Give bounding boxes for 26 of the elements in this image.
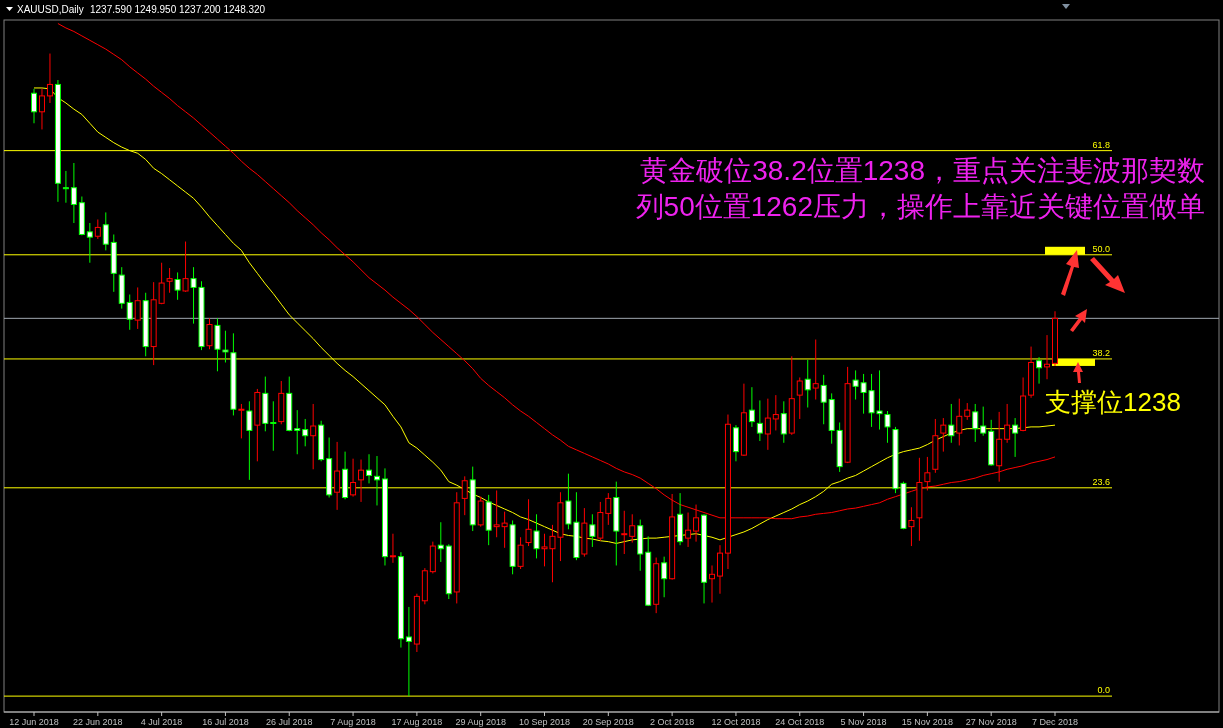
x-tick-label: 4 Jul 2018 [140,717,183,727]
x-tick-label: 10 Sep 2018 [518,717,571,727]
x-tick-label: 17 Aug 2018 [391,717,443,727]
x-tick-label: 22 Jun 2018 [73,717,123,727]
x-tick-label: 7 Dec 2018 [1031,717,1079,727]
y-tick-label: 23.6 [1092,476,1110,487]
x-tick-label: 24 Oct 2018 [775,717,825,727]
annotation: 黄金破位38.2位置1238，重点关注斐波那契数列50位置1262压力，操作上靠近关键位置做单 [635,155,1205,222]
x-tick-label: 26 Jul 2018 [265,717,313,727]
y-tick-label: 38.2 [1092,347,1110,358]
annotation: 支撑位1238 [1045,386,1181,417]
y-tick-label: 50.0 [1092,243,1110,254]
x-tick-label: 12 Oct 2018 [711,717,761,727]
x-tick-label: 2 Oct 2018 [650,717,695,727]
x-tick-label: 12 Jun 2018 [9,717,59,727]
x-tick-label: 20 Sep 2018 [582,717,634,727]
x-tick-label: 27 Nov 2018 [965,717,1017,727]
chart-subtitle: 1237.590 1249.950 1237.200 1248.320 [90,4,266,15]
x-tick-label: 16 Jul 2018 [202,717,249,727]
x-tick-label: 29 Aug 2018 [455,717,506,727]
x-tick-label: 7 Aug 2018 [330,717,376,727]
y-tick-label: 0.0 [1097,685,1110,696]
x-tick-label: 15 Nov 2018 [901,717,953,727]
y-tick-label: 61.8 [1092,139,1110,150]
x-tick-label: 5 Nov 2018 [840,717,887,727]
chart-title: XAUUSD,Daily [17,4,84,15]
